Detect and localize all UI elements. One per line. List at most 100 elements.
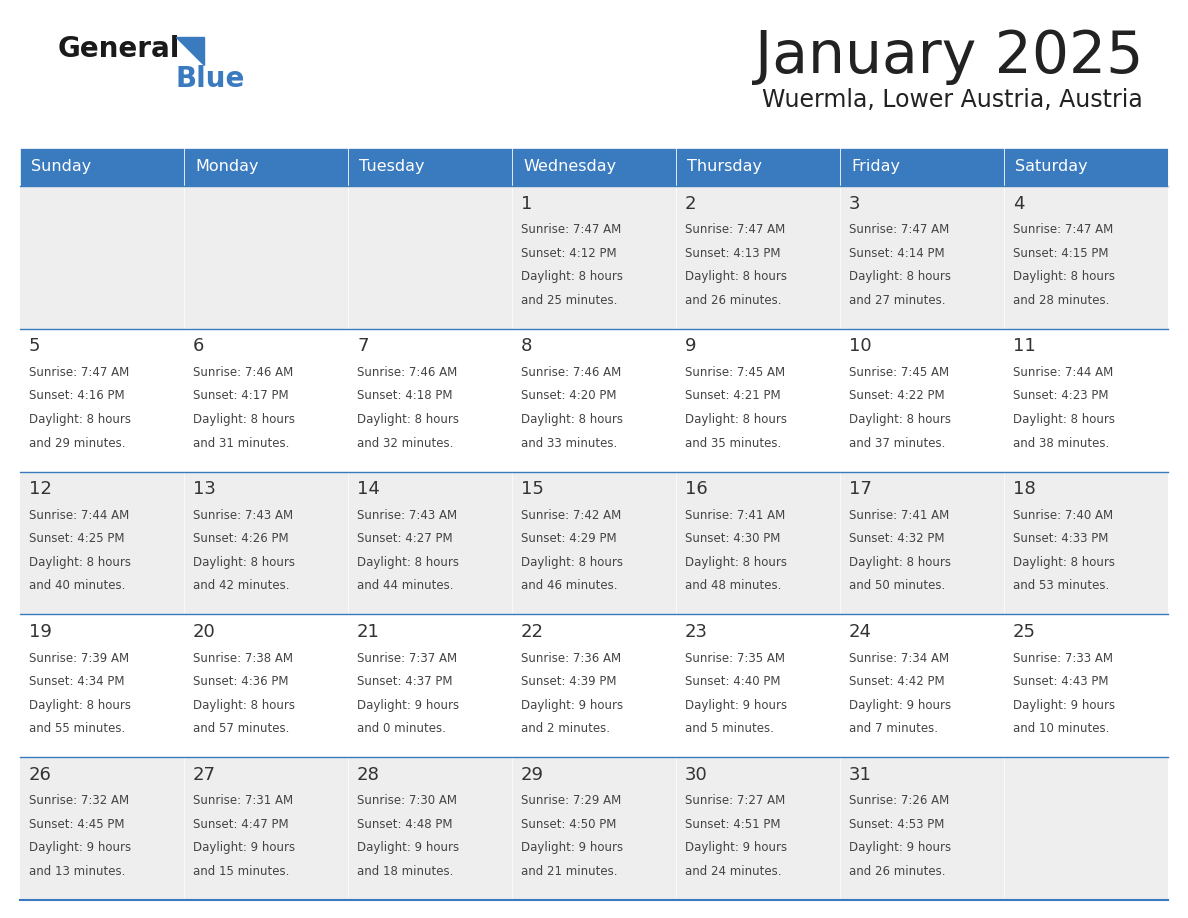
Text: Daylight: 9 hours: Daylight: 9 hours	[358, 842, 459, 855]
Text: Sunrise: 7:46 AM: Sunrise: 7:46 AM	[522, 366, 621, 379]
Text: and 2 minutes.: and 2 minutes.	[522, 722, 609, 735]
Bar	[20, 472, 1168, 614]
Text: Saturday: Saturday	[1016, 160, 1088, 174]
Text: Sunrise: 7:41 AM: Sunrise: 7:41 AM	[685, 509, 785, 521]
Text: Daylight: 8 hours: Daylight: 8 hours	[192, 556, 295, 569]
Text: Sunset: 4:26 PM: Sunset: 4:26 PM	[192, 532, 289, 545]
Text: Sunset: 4:50 PM: Sunset: 4:50 PM	[522, 818, 617, 831]
Text: and 38 minutes.: and 38 minutes.	[1013, 437, 1110, 450]
Text: Sunrise: 7:30 AM: Sunrise: 7:30 AM	[358, 794, 457, 807]
Text: Sunset: 4:15 PM: Sunset: 4:15 PM	[1013, 247, 1108, 260]
Text: and 35 minutes.: and 35 minutes.	[685, 437, 782, 450]
Text: Sunrise: 7:37 AM: Sunrise: 7:37 AM	[358, 652, 457, 665]
Text: 7: 7	[358, 338, 368, 355]
Text: and 21 minutes.: and 21 minutes.	[522, 865, 618, 878]
Bar	[20, 614, 1168, 757]
Text: and 25 minutes.: and 25 minutes.	[522, 294, 618, 307]
Text: and 26 minutes.: and 26 minutes.	[685, 294, 782, 307]
Text: Daylight: 8 hours: Daylight: 8 hours	[358, 413, 459, 426]
Bar	[840, 148, 1004, 186]
Text: and 37 minutes.: and 37 minutes.	[849, 437, 946, 450]
Text: January 2025: January 2025	[754, 28, 1143, 85]
Text: Sunrise: 7:39 AM: Sunrise: 7:39 AM	[29, 652, 129, 665]
Text: and 10 minutes.: and 10 minutes.	[1013, 722, 1110, 735]
Text: Daylight: 9 hours: Daylight: 9 hours	[522, 842, 624, 855]
Text: and 28 minutes.: and 28 minutes.	[1013, 294, 1110, 307]
Text: Daylight: 8 hours: Daylight: 8 hours	[685, 413, 786, 426]
Text: Sunset: 4:23 PM: Sunset: 4:23 PM	[1013, 389, 1108, 402]
Text: Sunset: 4:21 PM: Sunset: 4:21 PM	[685, 389, 781, 402]
Text: 24: 24	[849, 623, 872, 641]
Text: Monday: Monday	[196, 160, 259, 174]
Text: Daylight: 8 hours: Daylight: 8 hours	[29, 556, 131, 569]
Text: Daylight: 8 hours: Daylight: 8 hours	[522, 413, 623, 426]
Text: Sunrise: 7:46 AM: Sunrise: 7:46 AM	[358, 366, 457, 379]
Text: and 5 minutes.: and 5 minutes.	[685, 722, 773, 735]
Text: Sunset: 4:18 PM: Sunset: 4:18 PM	[358, 389, 453, 402]
Text: and 0 minutes.: and 0 minutes.	[358, 722, 446, 735]
Text: 27: 27	[192, 766, 216, 784]
Text: Daylight: 8 hours: Daylight: 8 hours	[849, 556, 952, 569]
Text: 28: 28	[358, 766, 380, 784]
Text: Sunrise: 7:43 AM: Sunrise: 7:43 AM	[192, 509, 293, 521]
Text: 17: 17	[849, 480, 872, 498]
Text: Daylight: 8 hours: Daylight: 8 hours	[1013, 413, 1116, 426]
Text: Sunrise: 7:31 AM: Sunrise: 7:31 AM	[192, 794, 293, 807]
Bar	[676, 148, 840, 186]
Text: 13: 13	[192, 480, 216, 498]
Text: Sunset: 4:36 PM: Sunset: 4:36 PM	[192, 675, 289, 688]
Text: Daylight: 8 hours: Daylight: 8 hours	[192, 699, 295, 711]
Text: Sunset: 4:32 PM: Sunset: 4:32 PM	[849, 532, 944, 545]
Text: and 50 minutes.: and 50 minutes.	[849, 579, 946, 592]
Text: 11: 11	[1013, 338, 1036, 355]
Text: 8: 8	[522, 338, 532, 355]
Text: and 46 minutes.: and 46 minutes.	[522, 579, 618, 592]
Text: and 31 minutes.: and 31 minutes.	[192, 437, 290, 450]
Text: Sunset: 4:47 PM: Sunset: 4:47 PM	[192, 818, 289, 831]
Text: Blue: Blue	[176, 65, 246, 93]
Text: Daylight: 8 hours: Daylight: 8 hours	[849, 270, 952, 284]
Text: and 24 minutes.: and 24 minutes.	[685, 865, 782, 878]
Text: and 13 minutes.: and 13 minutes.	[29, 865, 126, 878]
Text: and 27 minutes.: and 27 minutes.	[849, 294, 946, 307]
Text: Sunrise: 7:32 AM: Sunrise: 7:32 AM	[29, 794, 129, 807]
Text: Daylight: 9 hours: Daylight: 9 hours	[685, 699, 788, 711]
Text: Daylight: 8 hours: Daylight: 8 hours	[849, 413, 952, 426]
Bar	[20, 148, 184, 186]
Text: Thursday: Thursday	[688, 160, 763, 174]
Text: and 18 minutes.: and 18 minutes.	[358, 865, 454, 878]
Bar	[348, 148, 512, 186]
Text: Sunset: 4:12 PM: Sunset: 4:12 PM	[522, 247, 617, 260]
Bar	[512, 148, 676, 186]
Text: Daylight: 8 hours: Daylight: 8 hours	[522, 270, 623, 284]
Text: 18: 18	[1013, 480, 1036, 498]
Text: Sunrise: 7:41 AM: Sunrise: 7:41 AM	[849, 509, 949, 521]
Text: and 48 minutes.: and 48 minutes.	[685, 579, 782, 592]
Bar	[184, 148, 348, 186]
Text: 30: 30	[685, 766, 708, 784]
Text: Sunrise: 7:40 AM: Sunrise: 7:40 AM	[1013, 509, 1113, 521]
Text: Sunset: 4:27 PM: Sunset: 4:27 PM	[358, 532, 453, 545]
Text: Daylight: 9 hours: Daylight: 9 hours	[1013, 699, 1116, 711]
Text: Daylight: 9 hours: Daylight: 9 hours	[849, 842, 952, 855]
Text: and 15 minutes.: and 15 minutes.	[192, 865, 290, 878]
Text: and 29 minutes.: and 29 minutes.	[29, 437, 126, 450]
Text: Sunrise: 7:26 AM: Sunrise: 7:26 AM	[849, 794, 949, 807]
Bar	[1004, 148, 1168, 186]
Text: Sunrise: 7:47 AM: Sunrise: 7:47 AM	[1013, 223, 1113, 236]
Text: Sunset: 4:39 PM: Sunset: 4:39 PM	[522, 675, 617, 688]
Text: Sunrise: 7:36 AM: Sunrise: 7:36 AM	[522, 652, 621, 665]
Text: Wuermla, Lower Austria, Austria: Wuermla, Lower Austria, Austria	[763, 88, 1143, 112]
Text: Daylight: 9 hours: Daylight: 9 hours	[522, 699, 624, 711]
Text: Sunrise: 7:35 AM: Sunrise: 7:35 AM	[685, 652, 785, 665]
Text: and 44 minutes.: and 44 minutes.	[358, 579, 454, 592]
Text: Daylight: 8 hours: Daylight: 8 hours	[685, 270, 786, 284]
Text: Sunset: 4:25 PM: Sunset: 4:25 PM	[29, 532, 125, 545]
Text: Sunset: 4:22 PM: Sunset: 4:22 PM	[849, 389, 944, 402]
Text: Sunrise: 7:47 AM: Sunrise: 7:47 AM	[29, 366, 129, 379]
Text: Daylight: 8 hours: Daylight: 8 hours	[358, 556, 459, 569]
Text: 2: 2	[685, 195, 696, 213]
Text: Sunset: 4:45 PM: Sunset: 4:45 PM	[29, 818, 125, 831]
Text: Sunset: 4:51 PM: Sunset: 4:51 PM	[685, 818, 781, 831]
Text: Sunrise: 7:33 AM: Sunrise: 7:33 AM	[1013, 652, 1113, 665]
